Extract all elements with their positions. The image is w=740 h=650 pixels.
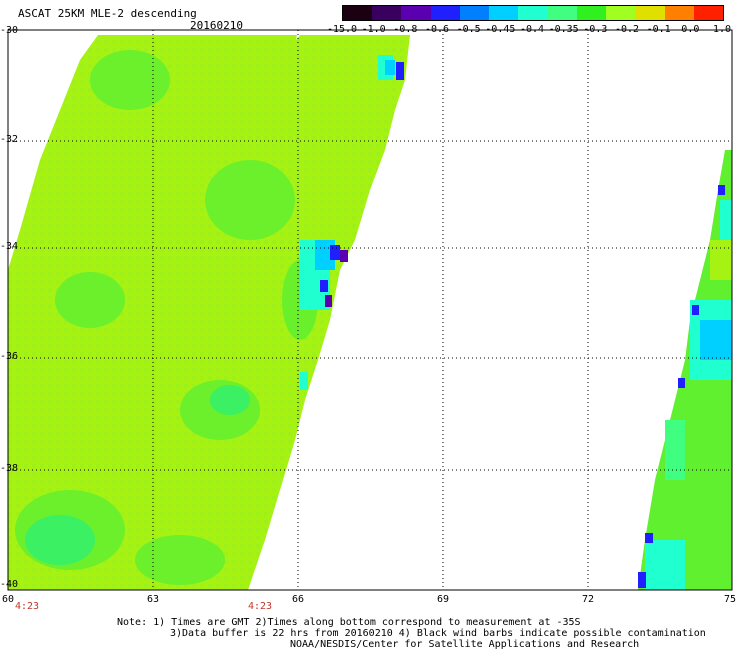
time-label-left: 4:23 [14,601,40,612]
lat-label-30: -30 [0,25,19,36]
time-label-center: 4:23 [247,601,273,612]
right-swath [638,150,732,590]
note-line-2: 3)Data buffer is 22 hrs from 20160210 4)… [170,628,706,639]
lon-label-66: 66 [291,594,305,605]
lat-label-34: -34 [0,241,19,252]
map-date: 20160210 [190,19,243,32]
note-line-3: NOAA/NESDIS/Center for Satellite Applica… [290,639,640,650]
map-title: ASCAT 25KM MLE-2 descending [18,7,197,20]
right-swath-features [638,185,732,590]
colorbar-segment [606,6,636,20]
colorbar-segment [372,6,402,20]
colorbar-segment [430,6,460,20]
colorbar [342,5,724,21]
colorbar-segment [547,6,577,20]
map-frame [7,29,733,591]
lon-label-63: 63 [146,594,160,605]
lat-label-38: -38 [0,463,19,474]
colorbar-segment [664,6,694,20]
lon-label-72: 72 [581,594,595,605]
lat-label-36: -36 [0,351,19,362]
note-line-1: Note: 1) Times are GMT 2)Times along bot… [117,617,581,628]
colorbar-segment [401,6,431,20]
colorbar-segment [518,6,548,20]
colorbar-segment [459,6,490,20]
colorbar-segment [576,6,607,20]
colorbar-segment [635,6,665,20]
colorbar-segment [489,6,519,20]
lon-label-60: 60 [1,594,15,605]
lat-label-32: -32 [0,134,19,145]
colorbar-segment [343,6,373,20]
lon-label-69: 69 [436,594,450,605]
left-swath [8,35,410,590]
lat-label-40: -40 [0,579,19,590]
colorbar-segment [693,6,724,20]
lon-label-75: 75 [723,594,737,605]
